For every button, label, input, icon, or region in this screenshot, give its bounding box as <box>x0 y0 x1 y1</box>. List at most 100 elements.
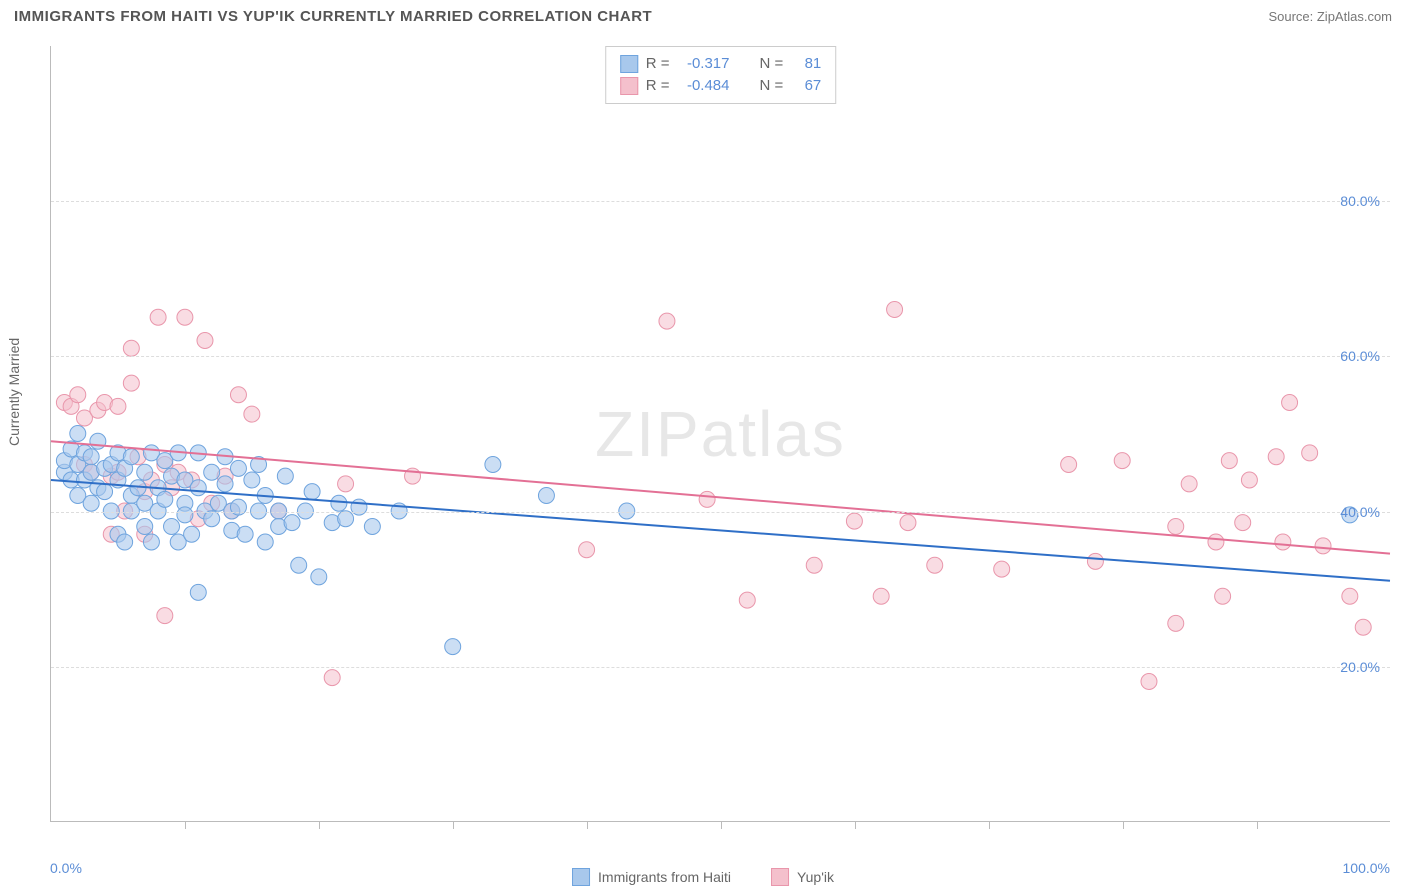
scatter-point <box>90 433 106 449</box>
r-value-b: -0.484 <box>678 75 730 97</box>
scatter-point <box>1061 457 1077 473</box>
scatter-point <box>244 472 260 488</box>
n-label-b: N = <box>760 75 784 97</box>
n-value-a: 81 <box>791 53 821 75</box>
x-tick <box>185 821 186 829</box>
legend-label-b: Yup'ik <box>797 869 834 885</box>
gridline <box>51 667 1390 668</box>
scatter-point <box>1168 615 1184 631</box>
legend-swatch-b <box>771 868 789 886</box>
scatter-point <box>83 449 99 465</box>
gridline <box>51 201 1390 202</box>
x-tick <box>855 821 856 829</box>
scatter-point <box>123 449 139 465</box>
chart-title: IMMIGRANTS FROM HAITI VS YUP'IK CURRENTL… <box>14 8 652 25</box>
x-axis-label-min: 0.0% <box>50 860 82 876</box>
scatter-point <box>846 513 862 529</box>
scatter-point <box>137 519 153 535</box>
scatter-point <box>157 608 173 624</box>
y-axis-label: Currently Married <box>6 338 22 446</box>
scatter-point <box>257 534 273 550</box>
scatter-point <box>1114 453 1130 469</box>
scatter-point <box>143 534 159 550</box>
legend-item-a: Immigrants from Haiti <box>572 868 731 886</box>
scatter-point <box>230 499 246 515</box>
scatter-point <box>1302 445 1318 461</box>
scatter-point <box>177 309 193 325</box>
scatter-point <box>994 561 1010 577</box>
scatter-point <box>184 526 200 542</box>
scatter-point <box>1235 515 1251 531</box>
scatter-point <box>1141 674 1157 690</box>
swatch-series-a <box>620 55 638 73</box>
scatter-point <box>137 464 153 480</box>
scatter-point <box>887 302 903 318</box>
scatter-point <box>83 495 99 511</box>
scatter-point <box>338 511 354 527</box>
scatter-point <box>351 499 367 515</box>
y-tick-label: 80.0% <box>1340 193 1380 209</box>
scatter-point <box>1355 619 1371 635</box>
scatter-point <box>873 588 889 604</box>
scatter-point <box>1315 538 1331 554</box>
scatter-point <box>97 484 113 500</box>
scatter-point <box>739 592 755 608</box>
scatter-point <box>190 584 206 600</box>
scatter-point <box>927 557 943 573</box>
scatter-point <box>190 480 206 496</box>
scatter-point <box>123 375 139 391</box>
x-tick <box>453 821 454 829</box>
scatter-point <box>197 333 213 349</box>
legend-label-a: Immigrants from Haiti <box>598 869 731 885</box>
scatter-point <box>338 476 354 492</box>
gridline <box>51 512 1390 513</box>
scatter-point <box>164 519 180 535</box>
scatter-point <box>230 460 246 476</box>
r-label-b: R = <box>646 75 670 97</box>
scatter-point <box>1268 449 1284 465</box>
scatter-point <box>1087 553 1103 569</box>
r-value-a: -0.317 <box>678 53 730 75</box>
scatter-point <box>1215 588 1231 604</box>
scatter-point <box>579 542 595 558</box>
scatter-point <box>1342 588 1358 604</box>
scatter-point <box>237 526 253 542</box>
legend-item-b: Yup'ik <box>771 868 834 886</box>
x-tick <box>721 821 722 829</box>
scatter-point <box>900 515 916 531</box>
stats-row-series-b: R = -0.484 N = 67 <box>620 75 822 97</box>
scatter-point <box>177 507 193 523</box>
chart-plot-area: ZIPatlas 20.0%40.0%60.0%80.0% R = -0.317… <box>50 46 1390 822</box>
legend-swatch-a <box>572 868 590 886</box>
scatter-point <box>204 511 220 527</box>
scatter-point <box>445 639 461 655</box>
scatter-point <box>150 309 166 325</box>
x-tick <box>1123 821 1124 829</box>
x-tick <box>989 821 990 829</box>
chart-legend: Immigrants from Haiti Yup'ik <box>572 868 834 886</box>
scatter-point <box>1275 534 1291 550</box>
scatter-point <box>806 557 822 573</box>
r-label-a: R = <box>646 53 670 75</box>
scatter-point <box>364 519 380 535</box>
scatter-point <box>1208 534 1224 550</box>
y-tick-label: 40.0% <box>1340 504 1380 520</box>
x-tick <box>319 821 320 829</box>
scatter-point <box>324 670 340 686</box>
x-axis-label-max: 100.0% <box>1343 860 1390 876</box>
scatter-point <box>1282 395 1298 411</box>
scatter-point <box>244 406 260 422</box>
scatter-point <box>284 515 300 531</box>
scatter-point <box>1181 476 1197 492</box>
scatter-point <box>304 484 320 500</box>
x-tick <box>587 821 588 829</box>
scatter-point <box>331 495 347 511</box>
gridline <box>51 356 1390 357</box>
swatch-series-b <box>620 77 638 95</box>
scatter-point <box>485 457 501 473</box>
scatter-point <box>70 426 86 442</box>
scatter-point <box>123 340 139 356</box>
scatter-point <box>699 491 715 507</box>
scatter-point <box>1241 472 1257 488</box>
y-tick-label: 20.0% <box>1340 659 1380 675</box>
